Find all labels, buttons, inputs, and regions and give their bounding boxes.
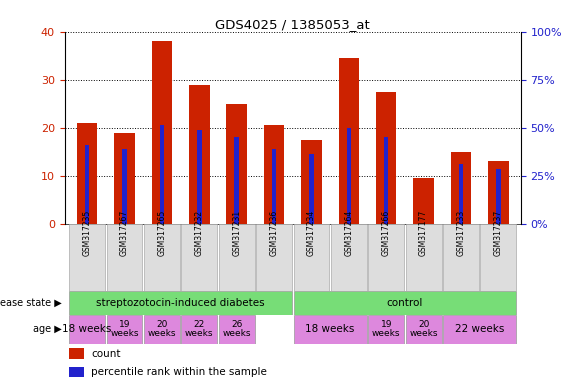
Text: count: count	[91, 349, 120, 359]
Bar	[122, 149, 127, 224]
FancyBboxPatch shape	[219, 224, 254, 291]
FancyBboxPatch shape	[106, 224, 142, 291]
FancyBboxPatch shape	[293, 315, 367, 344]
Bar	[376, 92, 396, 224]
FancyBboxPatch shape	[144, 315, 180, 344]
FancyBboxPatch shape	[293, 291, 516, 315]
Text: GSM317265: GSM317265	[158, 210, 167, 256]
FancyBboxPatch shape	[144, 224, 180, 291]
Text: 22 weeks: 22 weeks	[455, 324, 504, 334]
Text: 20
weeks: 20 weeks	[148, 320, 176, 338]
FancyBboxPatch shape	[368, 224, 404, 291]
Text: GSM317266: GSM317266	[382, 210, 391, 256]
Text: control: control	[387, 298, 423, 308]
FancyBboxPatch shape	[443, 224, 479, 291]
Text: GSM317232: GSM317232	[195, 210, 204, 256]
Bar	[413, 178, 434, 224]
Bar	[77, 123, 97, 224]
FancyBboxPatch shape	[69, 291, 292, 315]
Text: GSM317236: GSM317236	[270, 210, 279, 256]
Bar	[347, 128, 351, 224]
Bar	[264, 126, 284, 224]
Text: GSM317231: GSM317231	[232, 210, 241, 256]
FancyBboxPatch shape	[69, 224, 105, 291]
FancyBboxPatch shape	[219, 315, 254, 344]
Text: GSM317267: GSM317267	[120, 210, 129, 256]
Text: 18 weeks: 18 weeks	[306, 324, 355, 334]
Bar	[69, 367, 84, 377]
Bar	[488, 161, 508, 224]
Text: 19
weeks: 19 weeks	[372, 320, 400, 338]
Bar	[451, 152, 471, 224]
Bar	[309, 154, 314, 224]
Bar	[459, 164, 463, 224]
Text: GSM317237: GSM317237	[494, 210, 503, 256]
FancyBboxPatch shape	[368, 315, 404, 344]
Bar	[301, 140, 321, 224]
FancyBboxPatch shape	[406, 224, 441, 291]
FancyBboxPatch shape	[443, 315, 516, 344]
Text: 20
weeks: 20 weeks	[409, 320, 438, 338]
Bar	[151, 41, 172, 224]
FancyBboxPatch shape	[69, 315, 105, 344]
Title: GDS4025 / 1385053_at: GDS4025 / 1385053_at	[216, 18, 370, 31]
FancyBboxPatch shape	[106, 315, 142, 344]
Text: GSM317234: GSM317234	[307, 210, 316, 256]
Bar	[234, 137, 239, 224]
Bar	[496, 169, 501, 224]
FancyBboxPatch shape	[293, 224, 329, 291]
Bar	[226, 104, 247, 224]
Bar	[197, 130, 202, 224]
Text: 26
weeks: 26 weeks	[222, 320, 251, 338]
Text: age ▶: age ▶	[33, 324, 62, 334]
Text: disease state ▶: disease state ▶	[0, 298, 62, 308]
FancyBboxPatch shape	[480, 224, 516, 291]
Bar	[272, 149, 276, 224]
Bar	[160, 126, 164, 224]
Text: 18 weeks: 18 weeks	[62, 324, 112, 334]
Text: streptozotocin-induced diabetes: streptozotocin-induced diabetes	[96, 298, 265, 308]
Bar	[338, 58, 359, 224]
FancyBboxPatch shape	[181, 224, 217, 291]
FancyBboxPatch shape	[406, 315, 441, 344]
Text: 22
weeks: 22 weeks	[185, 320, 213, 338]
Text: 19
weeks: 19 weeks	[110, 320, 139, 338]
Bar	[69, 348, 84, 359]
Text: GSM317177: GSM317177	[419, 210, 428, 256]
Text: GSM317264: GSM317264	[345, 210, 354, 256]
Text: GSM317233: GSM317233	[457, 210, 466, 256]
Bar	[189, 84, 209, 224]
Bar	[114, 132, 135, 224]
FancyBboxPatch shape	[331, 224, 367, 291]
Text: GSM317235: GSM317235	[83, 210, 92, 256]
FancyBboxPatch shape	[181, 315, 217, 344]
Bar	[85, 145, 90, 224]
Bar	[384, 137, 388, 224]
FancyBboxPatch shape	[256, 224, 292, 291]
Text: percentile rank within the sample: percentile rank within the sample	[91, 367, 267, 377]
